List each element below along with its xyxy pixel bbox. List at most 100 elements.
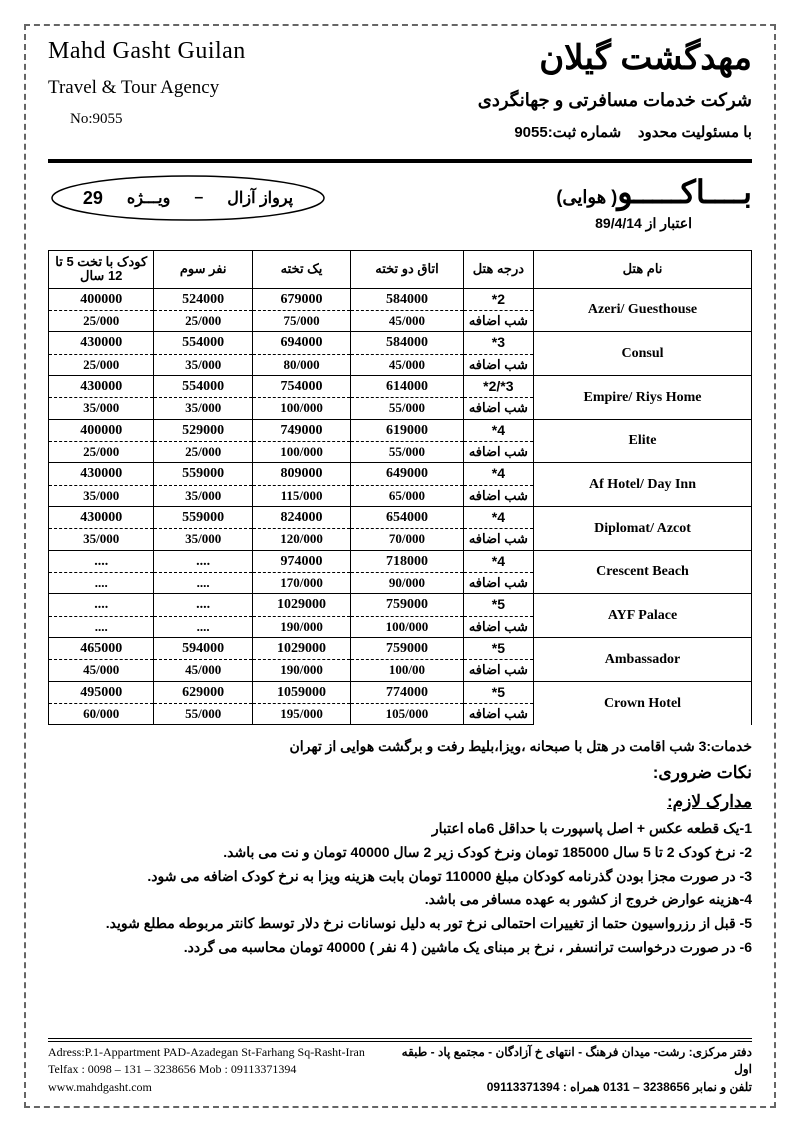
extra-price-cell: 35/000 xyxy=(154,398,252,419)
extra-night-label: شب اضافه xyxy=(463,573,533,594)
services-line: خدمات:3 شب اقامت در هتل با صبحانه ،ویزا،… xyxy=(48,735,752,759)
extra-price-cell: 55/000 xyxy=(154,704,252,725)
price-cell: 559000 xyxy=(154,507,252,529)
hotel-cell: AYF Palace xyxy=(534,594,752,638)
flight-badge-text: پرواز آزال – ویـــژه 29 xyxy=(48,173,328,223)
extra-price-cell: 195/000 xyxy=(252,704,350,725)
extra-price-cell: 35/000 xyxy=(49,529,154,550)
price-cell: 974000 xyxy=(252,550,350,572)
grade-cell: 4* xyxy=(463,463,533,485)
col-double: اتاق دو تخته xyxy=(351,251,463,289)
price-cell: 754000 xyxy=(252,375,350,397)
grade-cell: 3*/2* xyxy=(463,375,533,397)
note-5: 5- قبل از رزرواسیون حتما از تغییرات احتم… xyxy=(48,912,752,936)
table-row: 4300005590008240006540004*Diplomat/ Azco… xyxy=(49,507,752,529)
extra-price-cell: 170/000 xyxy=(252,573,350,594)
extra-price-cell: 100/000 xyxy=(351,616,463,637)
price-cell: 594000 xyxy=(154,638,252,660)
col-grade: درجه هتل xyxy=(463,251,533,289)
table-row: 4000005240006790005840002*Azeri/ Guestho… xyxy=(49,288,752,310)
footer-tel-en: Telfax : 0098 – 131 – 3238656 Mob : 0911… xyxy=(48,1061,392,1096)
table-row: 49500062900010590007740005*Crown Hotel xyxy=(49,681,752,703)
extra-night-label: شب اضافه xyxy=(463,398,533,419)
flight-badge: پرواز آزال – ویـــژه 29 xyxy=(48,173,328,223)
price-cell: 1029000 xyxy=(252,638,350,660)
header-en: Mahd Gasht Guilan Travel & Tour Agency N… xyxy=(48,38,246,153)
hotel-cell: Empire/ Riys Home xyxy=(534,375,752,419)
footer: Adress:P.1-Appartment PAD-Azadegan St-Fa… xyxy=(48,1036,752,1096)
extra-price-cell: 70/000 xyxy=(351,529,463,550)
docs-heading: مدارک لازم: xyxy=(48,788,752,817)
price-cell: 809000 xyxy=(252,463,350,485)
extra-night-label: شب اضافه xyxy=(463,529,533,550)
footer-en: Adress:P.1-Appartment PAD-Azadegan St-Fa… xyxy=(48,1044,392,1096)
price-cell: .... xyxy=(49,594,154,616)
price-cell: 759000 xyxy=(351,594,463,616)
extra-price-cell: 190/000 xyxy=(252,660,350,681)
divider-thick xyxy=(48,159,752,163)
price-cell: 559000 xyxy=(154,463,252,485)
extra-price-cell: 60/000 xyxy=(49,704,154,725)
company-sub-fa: شرکت خدمات مسافرتی و جهانگردی xyxy=(478,90,752,111)
note-3: 3- در صورت مجزا بودن گذرنامه کودکان مبلغ… xyxy=(48,865,752,889)
extra-price-cell: .... xyxy=(49,573,154,594)
note-4: 4-هزینه عوارض خروج از کشور به عهده مسافر… xyxy=(48,888,752,912)
footer-address-fa: دفتر مرکزی: رشت- میدان فرهنگ - انتهای خ … xyxy=(392,1044,752,1079)
extra-price-cell: 25/000 xyxy=(49,442,154,463)
price-cell: 524000 xyxy=(154,288,252,310)
grade-cell: 4* xyxy=(463,507,533,529)
table-row: 4300005540006940005840003*Consul xyxy=(49,332,752,354)
extra-price-cell: 25/000 xyxy=(154,310,252,331)
price-cell: 554000 xyxy=(154,375,252,397)
footer-fa: دفتر مرکزی: رشت- میدان فرهنگ - انتهای خ … xyxy=(392,1044,752,1096)
extra-price-cell: 115/000 xyxy=(252,485,350,506)
price-cell: 629000 xyxy=(154,681,252,703)
extra-price-cell: .... xyxy=(154,616,252,637)
notes-heading: نکات ضروری: xyxy=(48,759,752,788)
extra-night-label: شب اضافه xyxy=(463,354,533,375)
price-cell: 495000 xyxy=(49,681,154,703)
header: Mahd Gasht Guilan Travel & Tour Agency N… xyxy=(48,38,752,153)
price-cell: 430000 xyxy=(49,332,154,354)
price-cell: .... xyxy=(49,550,154,572)
reg-number-en: No:9055 xyxy=(70,111,246,128)
table-row: 4000005290007490006190004*Elite xyxy=(49,419,752,441)
grade-cell: 5* xyxy=(463,638,533,660)
hotel-cell: Azeri/ Guesthouse xyxy=(534,288,752,332)
extra-price-cell: 100/000 xyxy=(252,398,350,419)
extra-price-cell: 45/000 xyxy=(351,310,463,331)
extra-price-cell: 35/000 xyxy=(154,485,252,506)
extra-price-cell: 80/000 xyxy=(252,354,350,375)
price-cell: 614000 xyxy=(351,375,463,397)
note-1: 1-یک قطعه عکس + اصل پاسپورت با حداقل 6ما… xyxy=(48,817,752,841)
extra-night-label: شب اضافه xyxy=(463,704,533,725)
extra-price-cell: 75/000 xyxy=(252,310,350,331)
grade-cell: 3* xyxy=(463,332,533,354)
price-cell: 1029000 xyxy=(252,594,350,616)
divider-thin xyxy=(48,1041,752,1042)
price-cell: 465000 xyxy=(49,638,154,660)
extra-price-cell: 35/000 xyxy=(154,529,252,550)
notes: خدمات:3 شب اقامت در هتل با صبحانه ،ویزا،… xyxy=(48,735,752,959)
price-cell: 430000 xyxy=(49,375,154,397)
price-cell: 679000 xyxy=(252,288,350,310)
extra-price-cell: .... xyxy=(154,573,252,594)
price-cell: 694000 xyxy=(252,332,350,354)
price-cell: 619000 xyxy=(351,419,463,441)
extra-price-cell: 190/000 xyxy=(252,616,350,637)
price-cell: 654000 xyxy=(351,507,463,529)
note-6: 6- در صورت درخواست ترانسفر ، نرخ بر مبنا… xyxy=(48,936,752,960)
extra-price-cell: 25/000 xyxy=(49,354,154,375)
valid-from: اعتبار از 89/4/14 xyxy=(328,215,692,232)
price-cell: 400000 xyxy=(49,288,154,310)
note-2: 2- نرخ کودک 2 تا 5 سال 185000 تومان ونرخ… xyxy=(48,841,752,865)
destination-title: بــــاکـــــو( هوایی) xyxy=(328,173,752,211)
extra-price-cell: 35/000 xyxy=(49,398,154,419)
extra-night-label: شب اضافه xyxy=(463,310,533,331)
price-cell: 554000 xyxy=(154,332,252,354)
price-table: کودک با تخت 5 تا 12 سال نفر سوم یک تخته … xyxy=(48,250,752,725)
extra-price-cell: 105/000 xyxy=(351,704,463,725)
extra-price-cell: 35/000 xyxy=(49,485,154,506)
extra-price-cell: 55/000 xyxy=(351,442,463,463)
destination-row: پرواز آزال – ویـــژه 29 بــــاکـــــو( ه… xyxy=(48,173,752,232)
